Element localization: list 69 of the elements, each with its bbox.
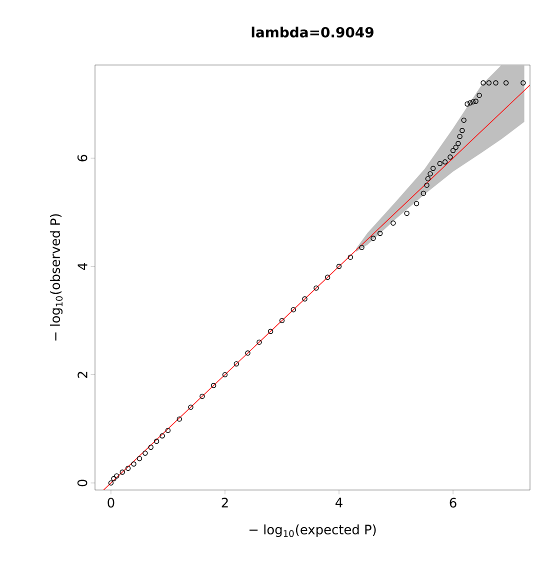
point (125, 466, 131, 471)
point (476, 92, 482, 98)
point (136, 456, 142, 462)
chart-title: lambda=0.9049 (252, 26, 374, 38)
x-axis-title: − log$_{10}$(expected P) (249, 524, 376, 537)
point (370, 236, 376, 241)
point (450, 148, 456, 154)
x-tick-label: 4 (336, 498, 342, 508)
point (456, 140, 461, 146)
point (279, 318, 285, 324)
point (470, 99, 476, 104)
point (464, 101, 470, 107)
point (222, 372, 228, 378)
point (390, 220, 396, 226)
point (154, 438, 160, 444)
point (114, 473, 120, 479)
point (268, 328, 274, 334)
point (148, 444, 154, 450)
point (165, 428, 171, 434)
point (520, 80, 526, 86)
point (437, 160, 443, 166)
point (430, 166, 436, 172)
point (377, 230, 383, 236)
point (314, 285, 319, 291)
point (453, 144, 458, 150)
point (486, 80, 492, 86)
point (111, 476, 116, 482)
point (473, 98, 478, 104)
point (256, 340, 262, 345)
point (461, 118, 466, 123)
y-tick-label: 6 (77, 154, 88, 162)
point (468, 100, 473, 106)
y-axis-title: − log$_{10}$(observed P) (50, 214, 63, 341)
x-tick-label: 0 (108, 498, 114, 508)
y-tick-label: 2 (78, 372, 88, 378)
point (160, 433, 165, 438)
point (108, 480, 114, 486)
point (420, 190, 426, 196)
point (336, 264, 342, 269)
point (142, 450, 148, 456)
point (442, 159, 448, 165)
point (200, 394, 205, 399)
x-tick-label: 2 (222, 498, 228, 508)
point (120, 470, 125, 475)
point (131, 461, 136, 467)
point (457, 134, 462, 140)
point (188, 404, 194, 410)
point (428, 171, 433, 176)
point (503, 80, 509, 86)
point (424, 182, 430, 188)
point (325, 274, 330, 280)
point (448, 154, 453, 160)
point (245, 350, 250, 356)
point (480, 80, 486, 86)
y-tick-label: 4 (78, 263, 88, 270)
point (460, 128, 465, 134)
point (359, 244, 364, 250)
point (302, 296, 308, 302)
point (176, 416, 182, 422)
point (290, 307, 296, 312)
x-tick-label: 6 (450, 498, 456, 508)
point (404, 210, 410, 216)
point (414, 201, 420, 206)
point (234, 361, 239, 366)
point (425, 176, 431, 182)
y-tick-label: 0 (77, 480, 88, 486)
point (348, 254, 354, 260)
point (493, 80, 498, 86)
point (210, 382, 216, 388)
